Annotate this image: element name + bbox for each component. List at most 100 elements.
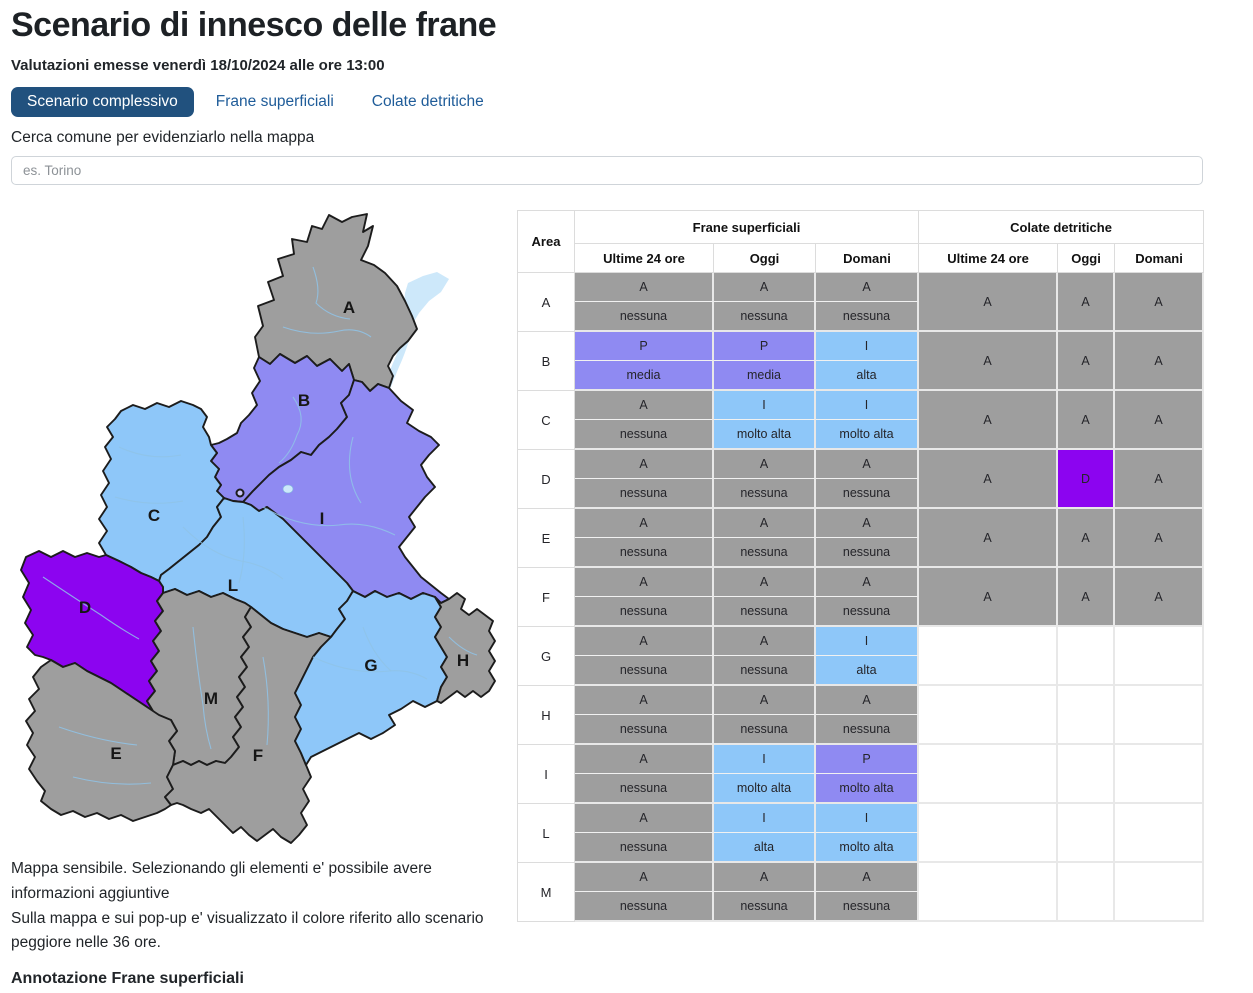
- river-line: [182, 526, 284, 580]
- frane-code-cell: A: [575, 627, 714, 656]
- table-subheader-frane-domani: Domani: [816, 244, 920, 273]
- colate-cell: A: [1115, 450, 1205, 509]
- colate-cell: A: [1115, 273, 1205, 332]
- frane-code-cell: A: [575, 273, 714, 302]
- issued-date-text: Valutazioni emesse venerdì 18/10/2024 al…: [11, 57, 385, 74]
- tab-colate-detritiche[interactable]: Colate detritiche: [371, 93, 484, 110]
- river-line: [348, 436, 362, 504]
- river-line: [448, 636, 478, 656]
- frane-code-cell: I: [714, 804, 816, 833]
- frane-code-cell: A: [575, 391, 714, 420]
- colate-cell: [1058, 686, 1116, 745]
- frane-code-cell: A: [714, 863, 816, 892]
- frane-desc-cell: nessuna: [714, 479, 816, 509]
- tab-frane-superficiali[interactable]: Frane superficiali: [215, 93, 334, 110]
- frane-desc-cell: molto alta: [816, 833, 920, 863]
- map-notes: Mappa sensibile. Selezionando gli elemen…: [11, 857, 489, 956]
- frane-code-cell: A: [575, 450, 714, 479]
- frane-desc-cell: nessuna: [575, 597, 714, 627]
- frane-desc-cell: alta: [816, 656, 920, 686]
- table-subheader-colate-ultime-24-ore: Ultime 24 ore: [919, 244, 1059, 273]
- colate-cell: [1058, 745, 1116, 804]
- colate-cell: A: [1058, 391, 1116, 450]
- frane-desc-cell: nessuna: [816, 715, 920, 745]
- frane-desc-cell: molto alta: [714, 774, 816, 804]
- frane-code-cell: A: [714, 273, 816, 302]
- colate-cell: [1115, 804, 1205, 863]
- frane-desc-cell: nessuna: [714, 892, 816, 922]
- page-title: Scenario di innesco delle frane: [11, 6, 497, 44]
- river-line: [278, 396, 302, 464]
- frane-code-cell: P: [575, 332, 714, 361]
- map-zone-e[interactable]: [25, 659, 178, 822]
- colate-cell: A: [1115, 332, 1205, 391]
- frane-desc-cell: nessuna: [575, 892, 714, 922]
- colate-cell: [919, 745, 1059, 804]
- frane-desc-cell: nessuna: [575, 833, 714, 863]
- table-column: Area Frane superficiali Colate detritich…: [517, 205, 1205, 922]
- colate-cell: A: [1058, 568, 1116, 627]
- frane-code-cell: I: [714, 745, 816, 774]
- colate-cell: [1058, 863, 1116, 922]
- table-subheader-colate-domani: Domani: [1115, 244, 1205, 273]
- frane-code-cell: A: [575, 686, 714, 715]
- frane-code-cell: A: [714, 686, 816, 715]
- colate-cell: [919, 804, 1059, 863]
- colate-cell: A: [1115, 509, 1205, 568]
- frane-desc-cell: media: [714, 361, 816, 391]
- frane-desc-cell: nessuna: [714, 715, 816, 745]
- frane-code-cell: A: [714, 509, 816, 538]
- tab-scenario-complessivo[interactable]: Scenario complessivo: [11, 87, 194, 117]
- area-cell-e: E: [518, 509, 575, 568]
- frane-desc-cell: nessuna: [575, 538, 714, 568]
- river-line: [42, 576, 140, 640]
- frane-code-cell: I: [816, 391, 920, 420]
- frane-code-cell: A: [714, 568, 816, 597]
- frane-code-cell: I: [714, 391, 816, 420]
- river-line: [282, 326, 372, 338]
- frane-code-cell: A: [816, 450, 920, 479]
- table-header-frane-superficiali: Frane superficiali: [575, 211, 920, 244]
- colate-cell: A: [1115, 568, 1205, 627]
- colate-cell: D: [1058, 450, 1116, 509]
- frane-desc-cell: nessuna: [816, 302, 920, 332]
- colate-cell: A: [919, 332, 1059, 391]
- table-subheader-frane-ultime-24-ore: Ultime 24 ore: [575, 244, 714, 273]
- table-header-area: Area: [518, 211, 575, 273]
- small-lake: [282, 484, 294, 494]
- area-cell-c: C: [518, 391, 575, 450]
- frane-desc-cell: nessuna: [714, 538, 816, 568]
- frane-code-cell: A: [816, 273, 920, 302]
- colate-cell: [1115, 863, 1205, 922]
- frane-desc-cell: nessuna: [575, 479, 714, 509]
- colate-cell: [919, 863, 1059, 922]
- frane-desc-cell: nessuna: [714, 302, 816, 332]
- area-cell-f: F: [518, 568, 575, 627]
- colate-cell: A: [919, 450, 1059, 509]
- map-zone-h[interactable]: [434, 592, 496, 704]
- river-line: [72, 776, 152, 785]
- colate-cell: [1058, 804, 1116, 863]
- area-cell-b: B: [518, 332, 575, 391]
- area-cell-d: D: [518, 450, 575, 509]
- frane-desc-cell: nessuna: [575, 715, 714, 745]
- area-cell-i: I: [518, 745, 575, 804]
- frane-code-cell: A: [714, 450, 816, 479]
- frane-code-cell: A: [816, 509, 920, 538]
- frane-code-cell: A: [816, 568, 920, 597]
- frane-code-cell: A: [575, 745, 714, 774]
- colate-cell: A: [919, 509, 1059, 568]
- search-input[interactable]: [11, 156, 1203, 185]
- frane-desc-cell: alta: [816, 361, 920, 391]
- colate-cell: A: [1058, 273, 1116, 332]
- colate-cell: A: [919, 391, 1059, 450]
- map-enclave-marker[interactable]: [235, 488, 245, 498]
- frane-desc-cell: nessuna: [575, 774, 714, 804]
- river-line: [362, 626, 392, 672]
- colate-cell: [1115, 686, 1205, 745]
- river-line: [262, 656, 269, 746]
- table-header-colate-detritiche: Colate detritiche: [919, 211, 1205, 244]
- frane-code-cell: P: [816, 745, 920, 774]
